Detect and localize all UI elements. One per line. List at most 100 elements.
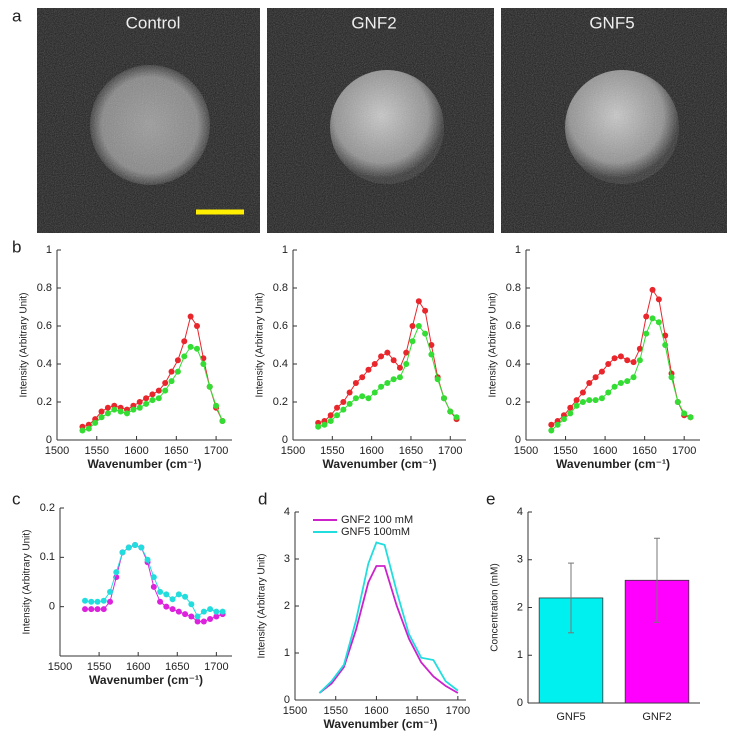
data-point	[162, 380, 169, 386]
data-point	[82, 597, 89, 604]
data-point	[187, 313, 194, 320]
series-line	[318, 300, 457, 424]
data-point	[586, 380, 593, 386]
data-point	[100, 597, 107, 604]
data-point	[605, 361, 612, 367]
data-point	[327, 412, 334, 419]
data-point	[359, 393, 366, 400]
data-point	[321, 421, 328, 428]
data-point	[440, 395, 447, 402]
x-tick-label: 1500	[48, 661, 72, 673]
data-point	[579, 389, 586, 396]
data-point	[624, 378, 631, 385]
x-tick-label: 1650	[405, 705, 429, 717]
data-point	[573, 402, 580, 409]
y-tick-label: 0	[517, 697, 523, 709]
data-point	[567, 410, 574, 417]
data-point	[346, 400, 353, 407]
x-axis-label: Wavenumber (cm⁻¹)	[89, 673, 203, 687]
x-tick-label: 1600	[124, 445, 148, 457]
data-point	[371, 361, 378, 367]
y-tick-label: 1	[282, 244, 288, 256]
data-point	[136, 404, 143, 411]
data-point	[207, 606, 214, 613]
y-tick-label: 2	[284, 600, 290, 612]
data-point	[94, 598, 101, 605]
x-tick-label: 1600	[359, 445, 383, 457]
data-point	[643, 313, 650, 320]
data-point	[560, 416, 567, 423]
data-point	[168, 378, 175, 385]
data-point	[100, 606, 107, 613]
y-tick-label: 0.2	[273, 396, 288, 408]
legend-label: GNF2 100 mM	[341, 514, 413, 526]
data-point	[119, 549, 126, 556]
y-tick-label: 0.4	[506, 358, 521, 370]
data-point	[213, 608, 220, 615]
data-point	[346, 389, 353, 396]
data-point	[403, 361, 410, 367]
y-tick-label: 4	[517, 506, 523, 518]
data-point	[194, 323, 200, 329]
data-point	[662, 332, 669, 339]
micrograph-control	[37, 8, 260, 233]
data-point	[643, 330, 650, 337]
data-point	[352, 380, 359, 386]
data-point	[104, 410, 111, 417]
y-tick-label: 0.2	[506, 396, 521, 408]
data-point	[384, 349, 391, 356]
data-point	[422, 307, 429, 314]
data-point	[181, 353, 188, 360]
micrograph-gnf2	[267, 8, 494, 233]
y-tick-label: 0.2	[40, 502, 55, 514]
data-point	[396, 374, 403, 381]
data-point	[188, 613, 195, 620]
data-point	[213, 613, 220, 620]
data-point	[143, 395, 150, 402]
data-point	[573, 397, 580, 404]
panel-label: c	[12, 489, 21, 508]
x-tick-label: 1550	[85, 445, 109, 457]
data-point	[85, 425, 92, 432]
data-point	[207, 616, 214, 622]
x-tick-label: 1550	[87, 661, 111, 673]
y-tick-label: 0.6	[273, 320, 288, 332]
data-point	[143, 400, 150, 407]
y-axis-label: Intensity (Arbitrary Unit)	[19, 292, 30, 397]
data-point	[92, 419, 99, 426]
x-tick-label: 1500	[45, 445, 69, 457]
data-point	[434, 376, 441, 383]
data-point	[169, 596, 176, 603]
x-tick-label: 1550	[320, 445, 344, 457]
y-tick-label: 0.8	[273, 282, 288, 294]
data-point	[138, 544, 145, 551]
data-point	[630, 359, 637, 366]
data-point	[605, 389, 612, 396]
data-point	[144, 556, 151, 563]
data-point	[194, 618, 201, 625]
series-line	[318, 541, 459, 694]
x-tick-label: 1500	[514, 445, 538, 457]
data-point	[371, 389, 378, 396]
data-point	[592, 397, 599, 404]
data-point	[681, 410, 688, 417]
panel-label: a	[12, 6, 22, 25]
x-tick-label: 1700	[446, 705, 470, 717]
data-point	[182, 593, 189, 600]
y-tick-label: 0.6	[37, 320, 52, 332]
series-line	[84, 544, 223, 618]
panel-label: e	[486, 489, 495, 508]
data-point	[453, 414, 460, 421]
data-point	[155, 387, 162, 394]
data-point	[334, 412, 341, 419]
data-point	[213, 402, 220, 409]
image-title: Control	[126, 13, 181, 32]
data-point	[200, 608, 207, 615]
data-point	[200, 361, 207, 367]
data-point	[340, 406, 347, 413]
data-point	[182, 611, 189, 618]
data-point	[219, 608, 226, 615]
y-tick-label: 0	[284, 694, 290, 706]
data-point	[132, 542, 139, 548]
data-point	[117, 408, 124, 415]
